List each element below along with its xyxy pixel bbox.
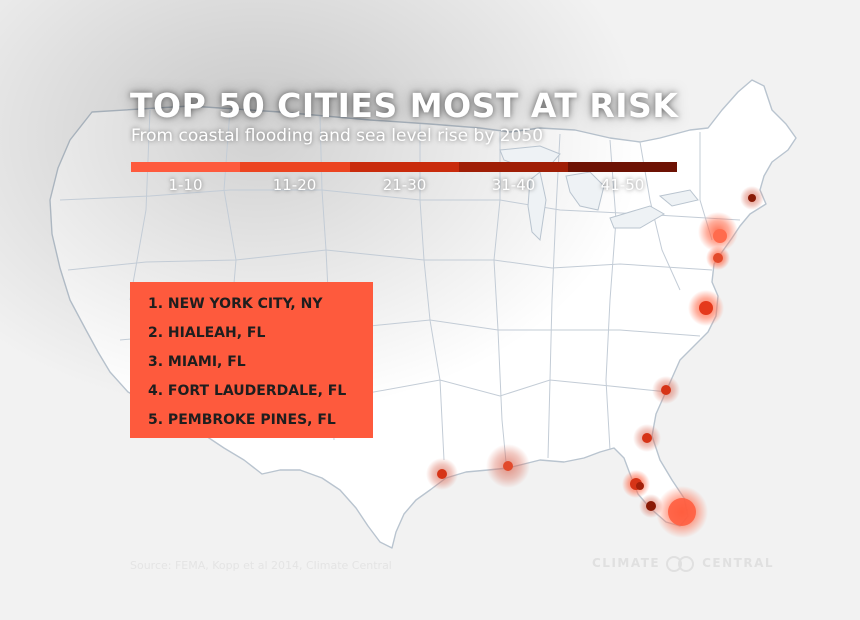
state-borders: [59, 109, 741, 463]
boston-marker: [740, 186, 764, 210]
rank-item-4: 4. FORT LAUDERDALE, FL: [148, 383, 347, 399]
rank-item-5: 5. PEMBROKE PINES, FL: [148, 412, 336, 428]
map-subtitle: From coastal flooding and sea level rise…: [131, 126, 544, 146]
logo-text-right: CENTRAL: [702, 556, 775, 570]
legend-label-5: 41-50: [600, 176, 645, 194]
legend-label-3: 21-30: [382, 176, 427, 194]
jacksonville-marker: [633, 424, 661, 452]
legend-swatch-3: [350, 162, 459, 172]
logo-text-left: CLIMATE: [592, 556, 661, 570]
legend-swatch-2: [240, 162, 350, 172]
legend-swatch-5: [568, 162, 677, 172]
city-markers: [426, 186, 764, 538]
virginia-beach-marker: [688, 290, 724, 326]
rank-item-1: 1. NEW YORK CITY, NY: [148, 296, 323, 312]
legend-label-4: 31-40: [491, 176, 536, 194]
new-orleans-marker: [486, 444, 530, 488]
rank-legend: 1-10 11-20 21-30 31-40 41-50: [131, 162, 677, 194]
legend-label-1: 1-10: [168, 176, 203, 194]
legend-swatch-1: [131, 162, 240, 172]
charleston-marker: [652, 376, 680, 404]
logo-mark-icon: [666, 555, 696, 572]
legend-swatch-4: [459, 162, 568, 172]
tampa-marker: [622, 470, 650, 498]
rank-item-2: 2. HIALEAH, FL: [148, 325, 266, 341]
map-title: TOP 50 CITIES MOST AT RISK: [130, 86, 679, 125]
miami-marker: [656, 486, 708, 538]
new-jersey-marker: [706, 246, 730, 270]
tampa-marker-2: [636, 482, 644, 490]
rank-item-3: 3. MIAMI, FL: [148, 354, 246, 370]
legend-label-2: 11-20: [272, 176, 317, 194]
climate-central-logo: CLIMATE CENTRAL: [592, 555, 775, 572]
source-credit: Source: FEMA, Kopp et al 2014, Climate C…: [130, 559, 392, 572]
new-york-marker: [698, 212, 738, 252]
houston-marker: [426, 458, 458, 490]
top-five-list: 1. NEW YORK CITY, NY 2. HIALEAH, FL 3. M…: [130, 282, 373, 438]
